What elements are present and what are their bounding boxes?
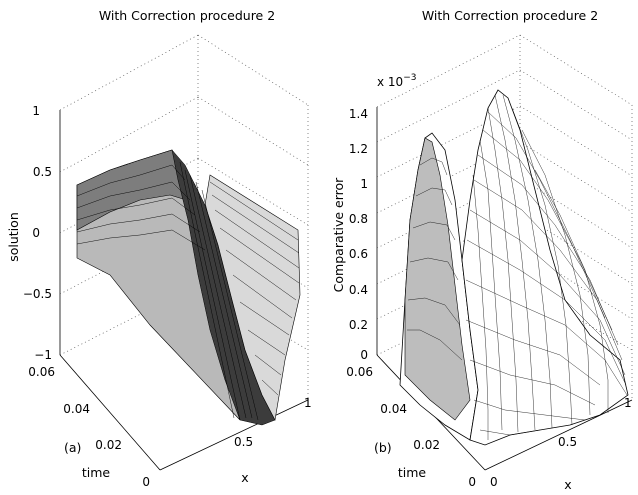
x-tick-label: 0.5: [558, 435, 577, 449]
x-tick-label: 1: [304, 396, 312, 410]
z-tick-label: 0.6: [349, 247, 368, 261]
y-tick-label: 0.04: [380, 402, 407, 416]
z-tick-label: 1.2: [349, 142, 368, 156]
z-tick-label: 0.5: [33, 165, 52, 179]
x-axis-label-a: x: [241, 470, 248, 485]
y-tick-label: 0.06: [346, 365, 373, 379]
surface-b-mesh: [407, 94, 628, 440]
z-tick-label: 1: [32, 104, 40, 118]
z-axis-label-a: solution: [6, 212, 21, 262]
x-axis-label-b: x: [564, 477, 571, 492]
panel-label-b: (b): [374, 440, 392, 455]
z-tick-label: 0: [360, 348, 368, 362]
surface-a: [76, 149, 301, 426]
y-axis-label-a: time: [82, 465, 111, 480]
z-tick-label: 0.2: [349, 318, 368, 332]
x-tick-label: 0: [490, 475, 498, 489]
chart-title-b: With Correction procedure 2: [422, 8, 598, 23]
y-tick-label: 0.02: [95, 438, 122, 452]
x-tick-label: 0.5: [234, 435, 253, 449]
z-axis-label-b: Comparative error: [331, 177, 346, 293]
z-tick-label: 0.4: [349, 283, 368, 297]
y-tick-label: 0: [468, 475, 476, 489]
z-tick-label: 1.4: [349, 107, 368, 121]
y-ticks-b: 0.06 0.04 0.02 0: [346, 365, 476, 489]
z-tick-label: 0: [32, 226, 40, 240]
panel-b: 1.4 1.2 1 0.8 0.6 0.4 0.2 0 0.06 0.04 0.…: [331, 8, 633, 492]
z-ticks-b: 1.4 1.2 1 0.8 0.6 0.4 0.2 0: [349, 107, 368, 362]
surface-a-mesh: [76, 161, 300, 421]
x-ticks-a: 0.5 1: [234, 396, 312, 449]
y-tick-label: 0: [142, 475, 150, 489]
panel-label-a: (a): [64, 440, 81, 455]
y-tick-label: 0.02: [413, 438, 440, 452]
y-ticks-a: 0.06 0.04 0.02 0: [28, 365, 150, 489]
y-axis-label-b: time: [398, 465, 427, 480]
z-multiplier: x 10−3: [377, 73, 416, 89]
z-tick-label: 0.8: [349, 212, 368, 226]
z-tick-label: −0.5: [23, 287, 52, 301]
z-tick-label: 1: [360, 177, 368, 191]
z-tick-label: −1: [34, 348, 52, 362]
x-ticks-b: 0 0.5 1: [490, 396, 632, 489]
chart-title-a: With Correction procedure 2: [99, 8, 275, 23]
surface-b: [399, 89, 629, 446]
x-tick-label: 1: [624, 396, 632, 410]
z-ticks-a: 1 0.5 0 −0.5 −1: [23, 104, 52, 362]
y-tick-label: 0.06: [28, 365, 55, 379]
y-tick-label: 0.04: [63, 402, 90, 416]
panel-a: 1 0.5 0 −0.5 −1 0.06 0.04 0.02 0 0.5 1 W…: [6, 8, 312, 489]
